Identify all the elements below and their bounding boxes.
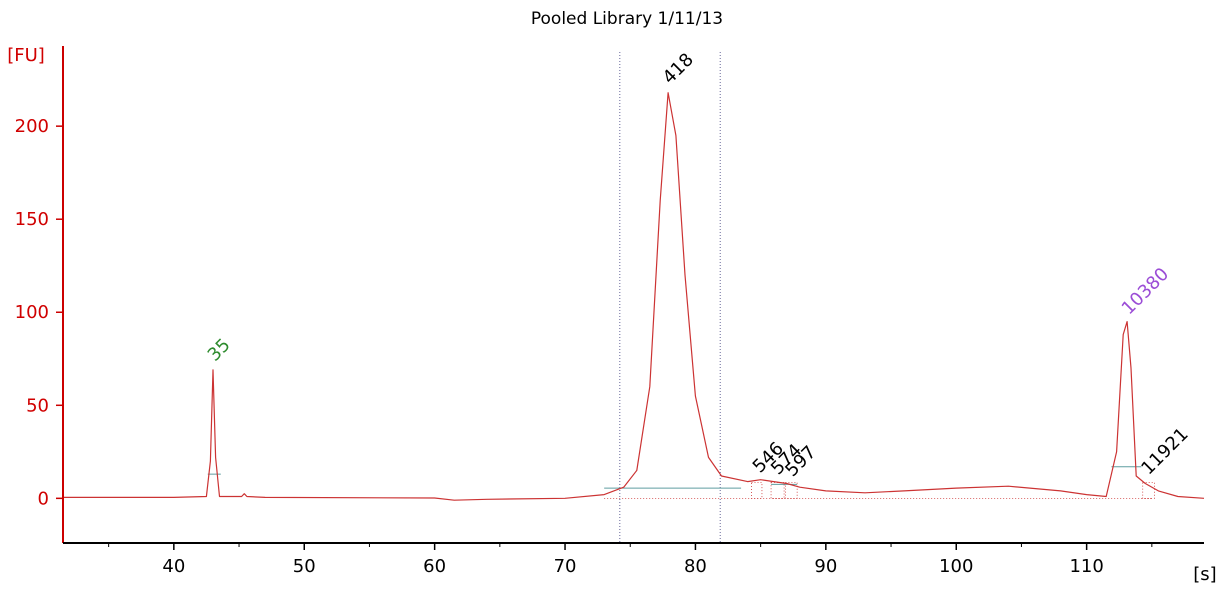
x-tick-label: 40 xyxy=(162,556,185,577)
peak-label: 418 xyxy=(659,49,698,88)
x-tick-label: 100 xyxy=(939,556,973,577)
integration-box xyxy=(785,482,798,499)
y-axis-label: [FU] xyxy=(7,45,45,66)
y-tick-label: 50 xyxy=(26,395,49,416)
x-tick-label: 60 xyxy=(423,556,446,577)
integration-box xyxy=(751,482,763,499)
chart-title: Pooled Library 1/11/13 xyxy=(531,9,723,29)
y-tick-label: 200 xyxy=(15,116,49,137)
integration-box xyxy=(1142,482,1155,499)
x-tick-label: 80 xyxy=(684,556,707,577)
x-tick-label: 70 xyxy=(554,556,577,577)
x-tick-label: 50 xyxy=(293,556,316,577)
x-tick-label: 110 xyxy=(1069,556,1103,577)
peak-label: 11921 xyxy=(1137,424,1192,479)
y-tick-label: 100 xyxy=(15,302,49,323)
x-tick-label: 90 xyxy=(814,556,837,577)
integration-box xyxy=(770,482,785,499)
x-axis-label: [s] xyxy=(1193,564,1216,585)
y-tick-label: 0 xyxy=(38,488,49,509)
peak-label: 10380 xyxy=(1118,264,1173,319)
series-line xyxy=(63,92,1205,501)
peak-label: 35 xyxy=(204,335,235,366)
y-tick-label: 150 xyxy=(15,209,49,230)
